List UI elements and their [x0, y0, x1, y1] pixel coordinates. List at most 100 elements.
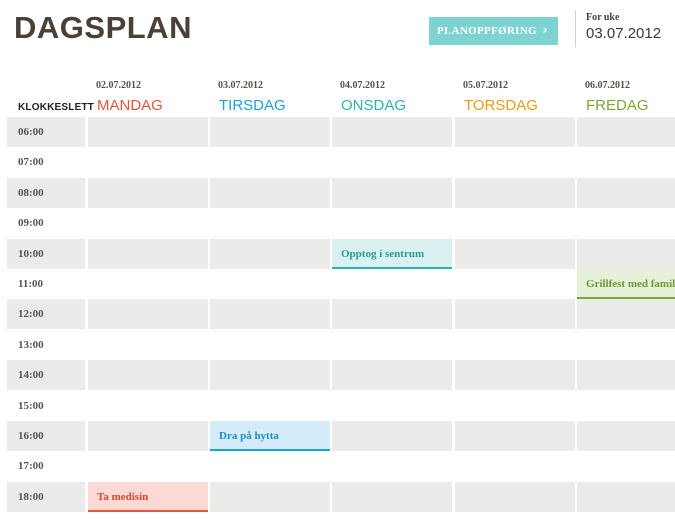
time-row: 15:00: [7, 391, 675, 421]
schedule-event[interactable]: Grillfest med familie: [577, 269, 675, 299]
schedule-cell[interactable]: [332, 147, 452, 177]
time-row: 14:00: [7, 360, 675, 390]
day-date: 02.07.2012: [96, 80, 141, 91]
time-label: 06:00: [18, 126, 44, 138]
time-label: 14:00: [18, 369, 44, 381]
time-column-header: KLOKKESLETT: [18, 102, 95, 113]
schedule-cell[interactable]: [210, 208, 330, 238]
time-label: 12:00: [18, 308, 44, 320]
schedule-cell[interactable]: [332, 360, 452, 390]
schedule-cell[interactable]: [577, 299, 675, 329]
schedule-cell[interactable]: [210, 299, 330, 329]
schedule-cell[interactable]: [210, 482, 330, 512]
time-label: 08:00: [18, 187, 44, 199]
schedule-cell[interactable]: [455, 330, 575, 360]
schedule-cell[interactable]: [455, 360, 575, 390]
schedule-cell[interactable]: [332, 178, 452, 208]
day-date: 04.07.2012: [340, 80, 385, 91]
time-label: 13:00: [18, 339, 44, 351]
time-cell: 11:00: [7, 269, 85, 299]
schedule-cell[interactable]: [455, 391, 575, 421]
schedule-cell[interactable]: [577, 482, 675, 512]
time-cell: 18:00: [7, 482, 85, 512]
time-row: 16:00: [7, 421, 675, 451]
schedule-cell[interactable]: [577, 239, 675, 269]
schedule-cell[interactable]: [88, 391, 208, 421]
day-name: MANDAG: [97, 97, 163, 114]
schedule-entry-button[interactable]: PLANOPPFØRING ›: [429, 17, 558, 45]
schedule-cell[interactable]: [88, 451, 208, 481]
time-label: 17:00: [18, 460, 44, 472]
schedule-cell[interactable]: [88, 178, 208, 208]
schedule-cell[interactable]: [88, 421, 208, 451]
time-cell: 14:00: [7, 360, 85, 390]
time-label: 11:00: [18, 278, 44, 290]
schedule-cell[interactable]: [577, 208, 675, 238]
schedule-cell[interactable]: [88, 299, 208, 329]
schedule-cell[interactable]: [210, 451, 330, 481]
schedule-cell[interactable]: [577, 330, 675, 360]
week-date[interactable]: 03.07.2012: [586, 25, 662, 42]
time-label: 07:00: [18, 156, 44, 168]
schedule-cell[interactable]: [332, 269, 452, 299]
schedule-cell[interactable]: [455, 482, 575, 512]
schedule-cell[interactable]: [332, 117, 452, 147]
schedule-cell[interactable]: [210, 117, 330, 147]
schedule-button-label: PLANOPPFØRING: [437, 25, 537, 37]
schedule-cell[interactable]: [88, 208, 208, 238]
schedule-cell[interactable]: [88, 117, 208, 147]
time-cell: 12:00: [7, 299, 85, 329]
schedule-cell[interactable]: [577, 391, 675, 421]
time-cell: 06:00: [7, 117, 85, 147]
schedule-cell[interactable]: [577, 451, 675, 481]
schedule-cell[interactable]: [577, 147, 675, 177]
schedule-cell[interactable]: [577, 117, 675, 147]
time-label: 16:00: [18, 430, 44, 442]
time-row: 09:00: [7, 208, 675, 238]
schedule-event[interactable]: Dra på hytta: [210, 421, 330, 451]
schedule-cell[interactable]: [455, 178, 575, 208]
schedule-event[interactable]: Ta medisin: [88, 482, 208, 512]
schedule-cell[interactable]: [455, 239, 575, 269]
schedule-cell[interactable]: [88, 269, 208, 299]
schedule-cell[interactable]: [88, 330, 208, 360]
schedule-cell[interactable]: [332, 391, 452, 421]
schedule-cell[interactable]: [332, 299, 452, 329]
time-label: 10:00: [18, 248, 44, 260]
time-row: 11:00: [7, 269, 675, 299]
time-cell: 09:00: [7, 208, 85, 238]
schedule-cell[interactable]: [455, 299, 575, 329]
schedule-cell[interactable]: [210, 147, 330, 177]
schedule-cell[interactable]: [88, 360, 208, 390]
schedule-cell[interactable]: [210, 391, 330, 421]
day-date: 05.07.2012: [463, 80, 508, 91]
schedule-cell[interactable]: [455, 421, 575, 451]
schedule-cell[interactable]: [455, 147, 575, 177]
schedule-cell[interactable]: [332, 451, 452, 481]
schedule-cell[interactable]: [455, 117, 575, 147]
time-label: 09:00: [18, 217, 44, 229]
time-row: 12:00: [7, 299, 675, 329]
schedule-cell[interactable]: [332, 208, 452, 238]
schedule-cell[interactable]: [332, 421, 452, 451]
schedule-cell[interactable]: [577, 178, 675, 208]
schedule-cell[interactable]: [455, 208, 575, 238]
schedule-cell[interactable]: [210, 330, 330, 360]
schedule-cell[interactable]: [210, 360, 330, 390]
schedule-cell[interactable]: [455, 269, 575, 299]
schedule-cell[interactable]: [88, 239, 208, 269]
schedule-cell[interactable]: [577, 360, 675, 390]
day-name: TORSDAG: [464, 97, 538, 114]
schedule-cell[interactable]: [88, 147, 208, 177]
schedule-cell[interactable]: [210, 239, 330, 269]
time-cell: 17:00: [7, 451, 85, 481]
time-row: 07:00: [7, 147, 675, 177]
page-title: DAGSPLAN: [14, 10, 192, 45]
schedule-cell[interactable]: [210, 178, 330, 208]
schedule-cell[interactable]: [455, 451, 575, 481]
schedule-cell[interactable]: [577, 421, 675, 451]
schedule-event[interactable]: Opptog i sentrum: [332, 239, 452, 269]
schedule-cell[interactable]: [332, 330, 452, 360]
schedule-cell[interactable]: [210, 269, 330, 299]
schedule-cell[interactable]: [332, 482, 452, 512]
